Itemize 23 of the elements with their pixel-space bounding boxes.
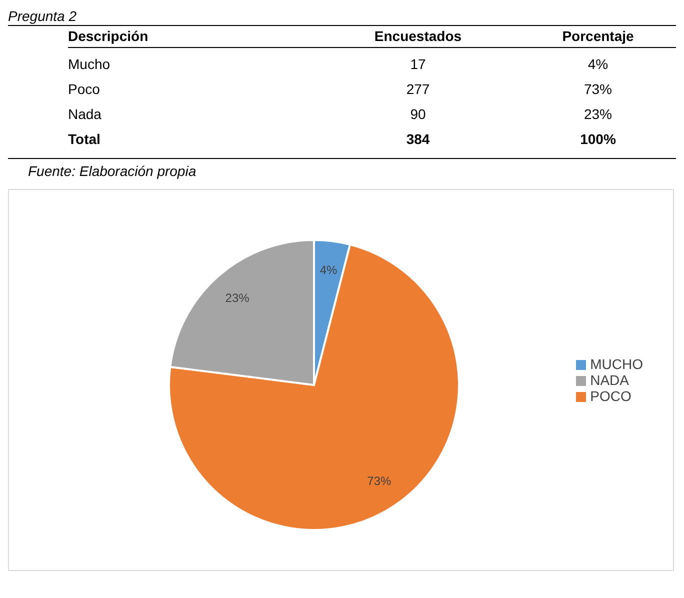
text: 384 xyxy=(405,131,431,147)
data-label: 4% xyxy=(320,262,338,277)
text: 73% xyxy=(582,81,614,97)
data-label: 23% xyxy=(225,290,250,305)
data-label: 73% xyxy=(367,474,392,488)
text: 90 xyxy=(409,106,427,122)
text: Descripción xyxy=(68,28,150,44)
text: 100% xyxy=(579,131,617,147)
text: 4% xyxy=(586,56,610,72)
text: Total xyxy=(68,131,102,147)
source-note: Fuente: Elaboración propia xyxy=(28,163,198,179)
legend-label: MUCHO xyxy=(590,356,643,372)
legend-label: POCO xyxy=(590,388,632,404)
text: Encuestados xyxy=(373,28,463,44)
text: 17 xyxy=(409,56,427,72)
text: Poco xyxy=(68,81,101,97)
text: 277 xyxy=(405,81,431,97)
text: Porcentaje xyxy=(561,28,635,44)
text: Pregunta 2 xyxy=(8,8,78,25)
text: Mucho xyxy=(68,56,112,72)
text: Nada xyxy=(68,106,102,122)
legend-label: NADA xyxy=(590,372,630,388)
text: 23% xyxy=(582,106,614,122)
